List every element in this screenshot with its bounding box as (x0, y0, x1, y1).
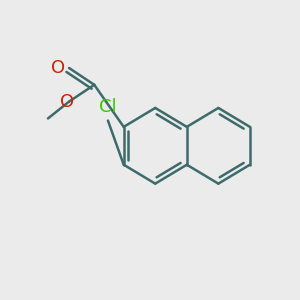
Text: O: O (60, 93, 74, 111)
Text: O: O (51, 59, 65, 77)
Text: Cl: Cl (99, 98, 117, 116)
